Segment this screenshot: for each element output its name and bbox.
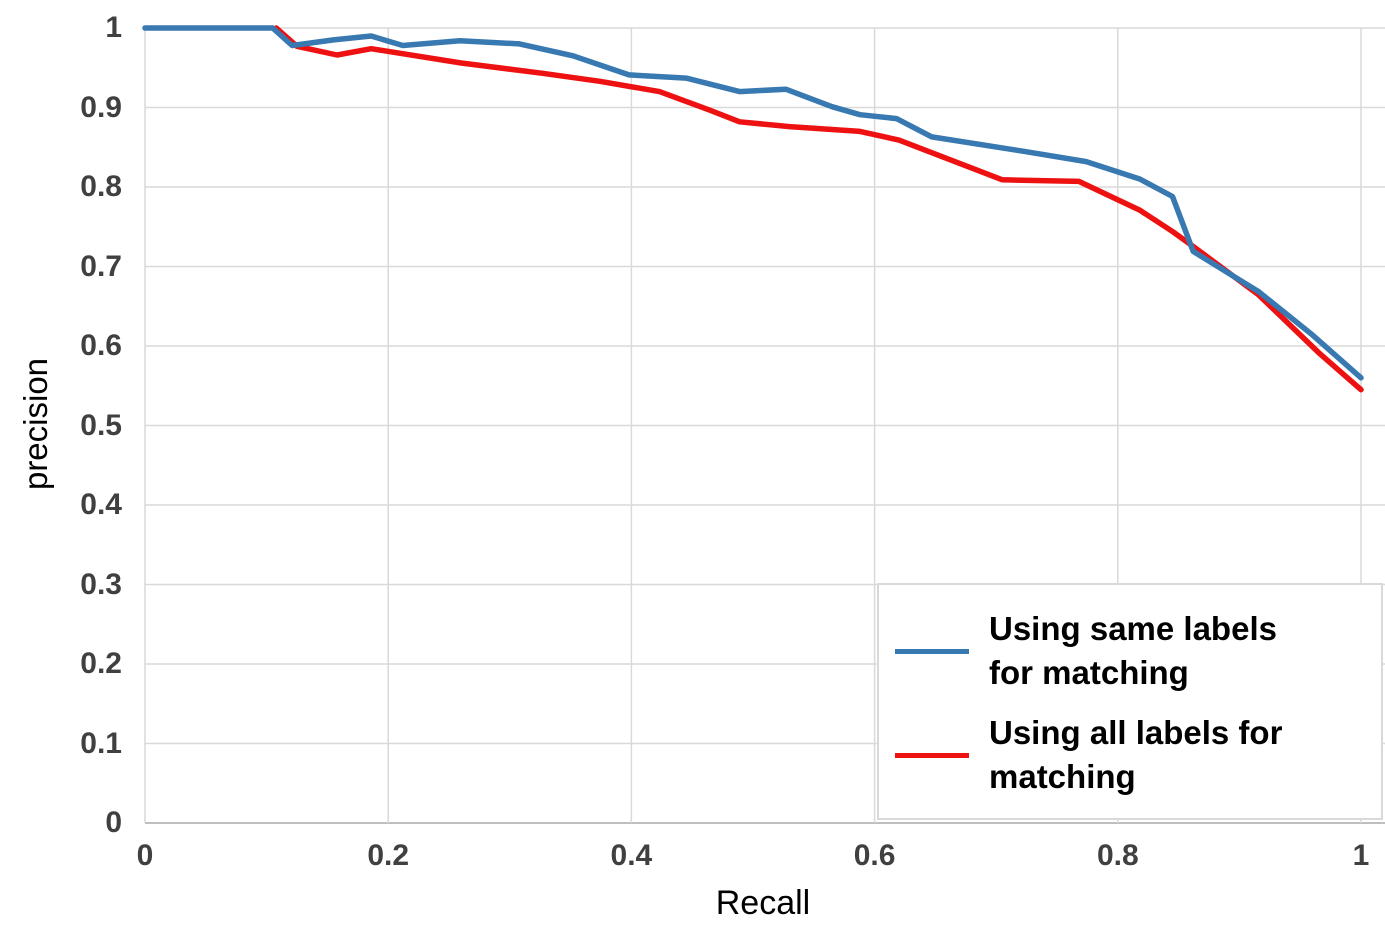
legend-item-same-labels: Using same labels for matching — [895, 605, 1371, 697]
y-tick-label: 1 — [105, 11, 122, 44]
legend-label-same-labels: Using same labels for matching — [989, 610, 1277, 691]
legend-label-all-labels: Using all labels for matching — [989, 714, 1283, 795]
legend: Using same labels for matching Using all… — [877, 583, 1383, 820]
y-tick-label: 0.6 — [80, 329, 122, 362]
x-tick-label: 0.4 — [610, 839, 653, 872]
x-tick-label: 1 — [1352, 839, 1370, 872]
y-tick-label: 0.4 — [80, 488, 122, 521]
y-tick-label: 0.9 — [80, 90, 122, 124]
y-tick-label: 0 — [105, 806, 122, 839]
y-tick-label: 0.2 — [80, 647, 122, 680]
y-tick-label: 0.3 — [80, 567, 122, 601]
x-tick-label: 0.8 — [1096, 839, 1139, 872]
legend-swatch-red-line — [895, 752, 969, 758]
y-tick-label: 0.8 — [80, 170, 122, 203]
y-tick-label: 0.5 — [80, 408, 122, 442]
y-axis-title: precision — [17, 357, 54, 491]
y-tick-label: 0.1 — [80, 726, 122, 760]
legend-item-all-labels: Using all labels for matching — [895, 709, 1371, 801]
x-axis-title: Recall — [715, 884, 811, 922]
x-tick-label: 0.6 — [853, 839, 896, 872]
series-line-same-labels — [142, 25, 1364, 381]
x-tick-label: 0.2 — [367, 839, 410, 872]
series-line-all-labels — [273, 25, 1364, 393]
legend-swatch-blue-line — [895, 648, 969, 654]
y-tick-label: 0.7 — [80, 249, 122, 283]
x-tick-label: 0 — [136, 839, 154, 872]
